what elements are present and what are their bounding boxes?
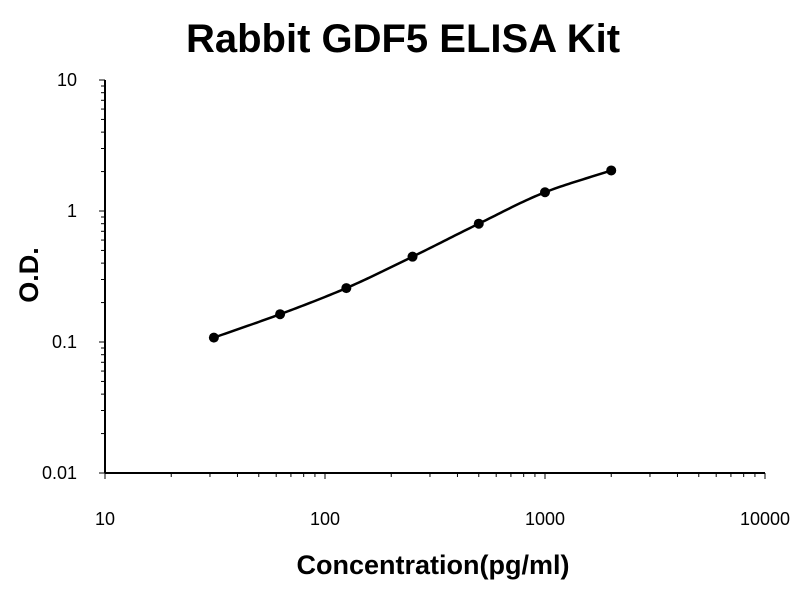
axes <box>104 80 765 474</box>
y-tick-label: 0.01 <box>42 463 77 483</box>
x-tick-label: 10 <box>95 509 115 529</box>
tick-marks <box>99 79 766 479</box>
data-point <box>208 332 219 343</box>
data-point <box>407 251 418 262</box>
x-axis-label: Concentration(pg/ml) <box>297 550 570 580</box>
data-point <box>606 165 617 176</box>
y-tick-label: 10 <box>57 70 77 90</box>
x-tick-label: 100 <box>310 509 340 529</box>
tick-labels: 0.01 0.1 1 10 10 100 1000 10000 <box>42 70 790 529</box>
y-tick-label: 0.1 <box>52 332 77 352</box>
chart-title: Rabbit GDF5 ELISA Kit <box>186 17 620 61</box>
x-tick-label: 10000 <box>740 509 790 529</box>
y-axis-label: O.D. <box>14 247 44 303</box>
data-point <box>540 187 550 198</box>
data-points <box>208 165 617 343</box>
y-tick-label: 1 <box>67 201 77 221</box>
data-point <box>341 283 352 294</box>
data-point <box>473 218 484 229</box>
x-tick-label: 1000 <box>525 509 565 529</box>
data-point <box>275 309 286 320</box>
